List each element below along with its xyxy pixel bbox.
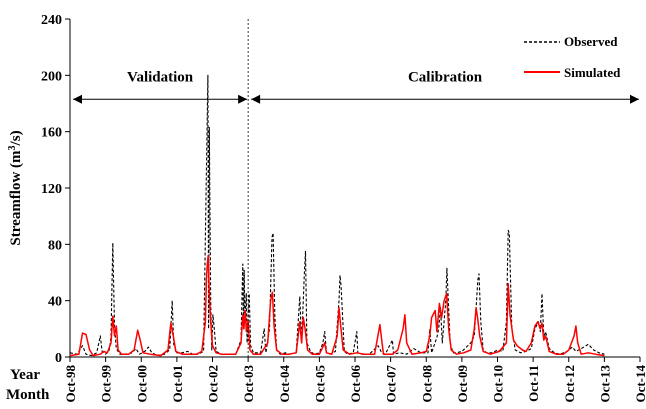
x-tick-label: Oct-03 [241,365,256,403]
x-tick-label: Oct-05 [312,365,327,403]
x-tick-label: Oct-01 [170,365,185,403]
x-tick-label: Oct-02 [206,365,221,403]
x-tick-label: Oct-09 [455,365,470,403]
x-tick-label: Oct-06 [348,365,363,403]
y-axis-label: Streamflow (m3/s) [7,130,25,245]
x-row-label-year: Year [10,367,40,383]
x-tick-label: Oct-07 [384,365,399,403]
y-tick-label: 40 [48,295,62,310]
legend-label-simulated: Simulated [564,65,621,80]
series-line-observed [69,74,605,357]
y-tick-label: 200 [41,69,62,84]
x-row-label-month: Month [6,387,50,403]
arrow-head [630,94,639,104]
annotation-label-calibration: Calibration [408,69,483,85]
arrow-head [238,94,248,104]
legend-label-observed: Observed [564,34,618,49]
y-tick-label: 0 [55,351,62,366]
x-tick-label: Oct-12 [562,365,577,403]
legend: Observed Simulated [524,34,621,80]
x-tick-label: Oct-00 [134,365,149,403]
arrow-head [73,94,82,104]
y-tick-label: 120 [41,182,62,197]
y-tick-label: 80 [48,238,62,253]
y-tick-label: 240 [41,13,62,28]
annotation-label-validation: Validation [127,69,194,85]
x-tick-label: Oct-98 [63,365,78,403]
arrow-head [251,94,261,104]
x-tick-label: Oct-11 [526,365,541,402]
x-tick-label: Oct-08 [419,365,434,403]
x-tick-label: Oct-10 [491,365,506,403]
x-tick-label: Oct-13 [597,365,612,403]
x-tick-label: Oct-99 [99,365,114,403]
y-tick-label: 160 [41,126,62,141]
x-tick-label: Oct-14 [633,365,646,403]
x-tick-label: Oct-04 [277,365,292,403]
series-line-simulated [69,254,605,357]
